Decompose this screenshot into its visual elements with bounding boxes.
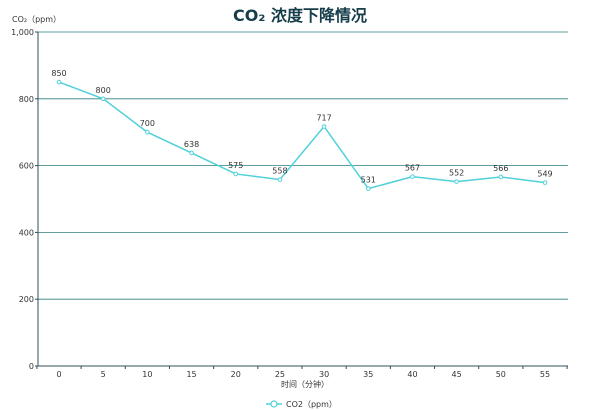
data-label: 800 (96, 86, 111, 95)
legend-label: CO2（ppm） (286, 400, 337, 409)
data-label: 567 (405, 164, 420, 173)
data-label: 549 (537, 170, 552, 179)
x-tick-label: 35 (363, 370, 373, 379)
data-point (145, 129, 150, 135)
data-labels: 850 800 700 638 575 558 717 531 567 552 566 549 (51, 69, 552, 185)
data-point (542, 180, 548, 185)
grid-lines (38, 31, 568, 300)
y-tick-labels: 0 200 400 600 800 1,000 (11, 28, 34, 371)
data-point (410, 174, 415, 179)
data-label: 638 (184, 140, 199, 149)
x-tick-label: 25 (275, 370, 285, 379)
data-point (56, 79, 62, 85)
y-tick-label: 400 (19, 228, 34, 237)
data-label: 552 (449, 169, 464, 178)
x-tick-label: 30 (319, 370, 329, 379)
y-axis-label: CO₂（ppm） (12, 15, 61, 24)
x-axis-label: 时间（分钟） (281, 379, 329, 389)
x-tick-label: 40 (407, 370, 417, 379)
data-label: 531 (361, 176, 376, 185)
series-line (58, 81, 546, 190)
x-tick-label: 45 (452, 370, 462, 379)
data-point (498, 174, 504, 180)
x-tick-label: 0 (56, 370, 61, 379)
data-point (365, 186, 371, 191)
y-tick-label: 0 (29, 362, 34, 371)
x-tick-label: 15 (186, 370, 196, 379)
data-label: 558 (272, 167, 287, 176)
data-point (233, 171, 239, 177)
data-label: 700 (140, 119, 155, 128)
x-tick-label: 5 (101, 370, 106, 379)
y-tick-label: 200 (19, 295, 34, 304)
x-tick-label: 20 (231, 370, 241, 379)
data-point (321, 124, 327, 129)
data-point (277, 177, 283, 182)
data-point (189, 150, 194, 156)
x-tick-label: 10 (142, 370, 152, 379)
y-tick-label: 800 (19, 95, 34, 104)
x-tick-label: 55 (540, 370, 550, 379)
data-point (454, 179, 459, 184)
y-tick-label: 1,000 (11, 28, 34, 37)
axes (35, 31, 568, 369)
data-label: 575 (228, 161, 243, 170)
legend[interactable]: CO2（ppm） (266, 400, 337, 409)
data-label: 717 (316, 114, 331, 123)
x-tick-labels: 0 5 10 15 20 25 30 35 40 45 50 55 (56, 370, 550, 379)
data-label: 850 (51, 69, 66, 78)
legend-circle-marker (270, 400, 278, 408)
x-tick-label: 50 (496, 370, 506, 379)
chart-title: CO₂ 浓度下降情况 (233, 6, 367, 25)
data-point (100, 96, 106, 102)
series-layer (56, 79, 548, 191)
y-tick-label: 600 (19, 162, 34, 171)
data-label: 566 (493, 164, 508, 173)
